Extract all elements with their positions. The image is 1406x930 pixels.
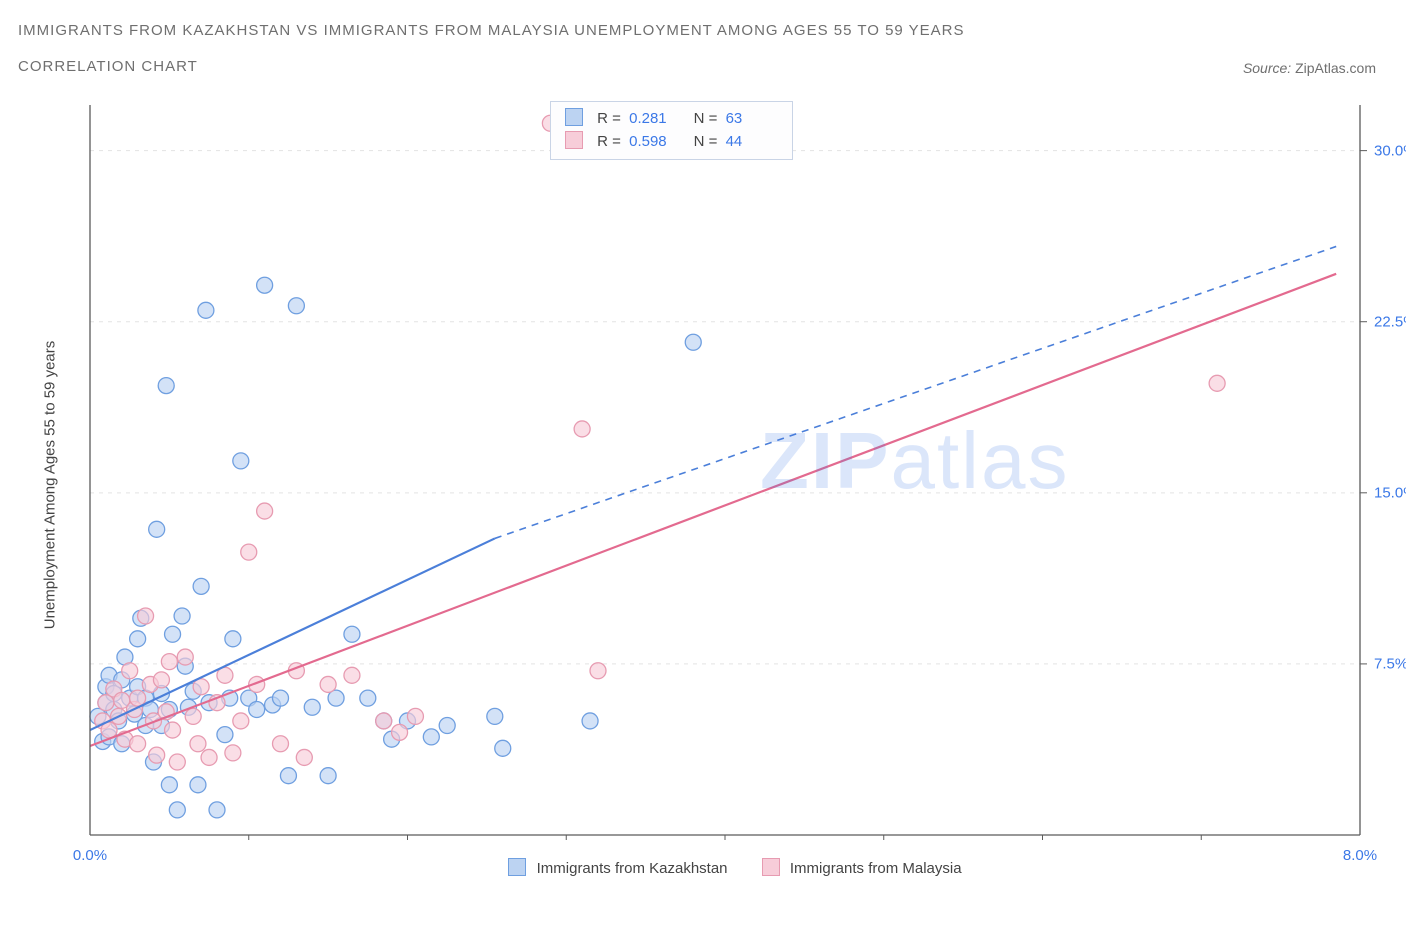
legend-row-series-0: R = 0.281 N = 63 — [565, 108, 778, 131]
legend-swatch-1 — [565, 131, 583, 149]
series-name-0: Immigrants from Kazakhstan — [537, 860, 728, 877]
series-legend: Immigrants from Kazakhstan Immigrants fr… — [60, 858, 1380, 877]
y-tick-label: 7.5% — [1374, 655, 1406, 672]
y-tick-label: 30.0% — [1374, 142, 1406, 159]
y-axis-label: Unemployment Among Ages 55 to 59 years — [42, 341, 59, 630]
chart-title-line2: CORRELATION CHART — [18, 58, 198, 75]
series-swatch-0 — [508, 858, 526, 876]
y-tick-label: 15.0% — [1374, 484, 1406, 501]
legend-n-value-0: 63 — [726, 108, 778, 131]
legend-n-value-1: 44 — [726, 131, 778, 154]
stats-legend: R = 0.281 N = 63 R = 0.598 N = 44 — [550, 101, 793, 160]
legend-row-series-1: R = 0.598 N = 44 — [565, 131, 778, 154]
legend-r-value-1: 0.598 — [629, 131, 681, 154]
series-swatch-1 — [762, 858, 780, 876]
legend-r-value-0: 0.281 — [629, 108, 681, 131]
series-name-1: Immigrants from Malaysia — [790, 860, 962, 877]
legend-swatch-0 — [565, 108, 583, 126]
chart-title-line1: IMMIGRANTS FROM KAZAKHSTAN VS IMMIGRANTS… — [18, 22, 965, 39]
source-attribution: Source: ZipAtlas.com — [1243, 60, 1376, 76]
y-tick-label: 22.5% — [1374, 313, 1406, 330]
plot-area: Unemployment Among Ages 55 to 59 years Z… — [60, 95, 1380, 875]
legend-n-label: N = — [694, 133, 718, 150]
legend-r-label: R = — [597, 110, 621, 127]
source-name: ZipAtlas.com — [1295, 60, 1376, 76]
scatter-chart — [60, 95, 1380, 840]
x-tick-label: 0.0% — [73, 847, 107, 864]
source-label: Source: — [1243, 60, 1291, 76]
chart-page: IMMIGRANTS FROM KAZAKHSTAN VS IMMIGRANTS… — [0, 0, 1406, 930]
legend-n-label: N = — [694, 110, 718, 127]
legend-r-label: R = — [597, 133, 621, 150]
x-tick-label: 8.0% — [1343, 847, 1377, 864]
